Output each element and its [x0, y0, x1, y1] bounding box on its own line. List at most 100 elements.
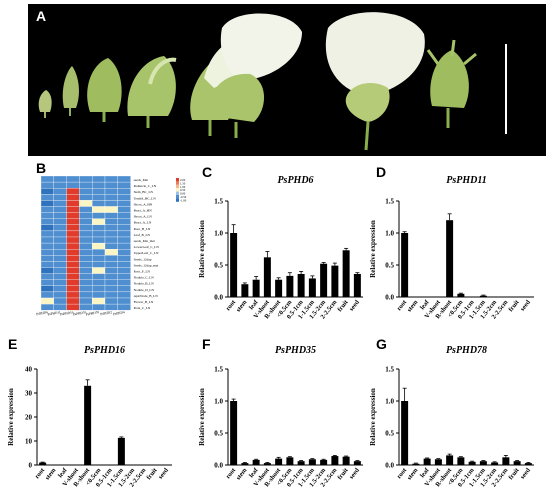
- chart-title: PsPHD6: [277, 175, 313, 186]
- y-axis-label: Relative expression: [198, 388, 206, 446]
- heatmap-legend-label: 1.00: [180, 185, 186, 189]
- bar-stem: [241, 284, 249, 297]
- heatmap-legend-swatch: [176, 188, 179, 192]
- heatmap-legend-label: 1.50: [180, 181, 186, 185]
- bud-stage-4: [127, 56, 177, 128]
- x-tick-label: seed: [157, 467, 170, 481]
- heatmap-row-label: Nodule_D_LN: [134, 288, 155, 292]
- y-tick-label: 0.5: [214, 262, 223, 270]
- heatmap-row-label: Flower_B_LN: [134, 300, 154, 304]
- heatmap-legend-label: 0.00: [180, 192, 186, 196]
- heatmap-cell: [117, 303, 131, 311]
- bar-1.5-2cm: [320, 263, 328, 297]
- x-tick-label: seed: [348, 467, 361, 481]
- y-tick-label: 1.5: [214, 198, 223, 206]
- panel-letter-b: B: [36, 160, 47, 176]
- heatmap-col-label: PsPHD11: [47, 310, 61, 316]
- bar-R-shoot: [275, 279, 283, 297]
- panel-letter-c: C: [202, 164, 213, 180]
- heatmap-row-label: Seeds_12dap_mat: [134, 263, 159, 267]
- y-tick-label: 40: [25, 366, 33, 374]
- bud-stage-3: [87, 58, 122, 122]
- bar-leaf: [252, 459, 260, 465]
- heatmap-row-label: Seeds_12dap: [134, 257, 152, 261]
- bar-seed: [524, 463, 532, 465]
- heatmap-row-label: seeds_Mat: [134, 178, 149, 182]
- bar-root: [230, 401, 238, 465]
- bar-2-2.5cm: [331, 456, 339, 465]
- y-tick-label: 0.0: [214, 294, 223, 302]
- bar-seed: [353, 273, 361, 297]
- flower-development-photo: [28, 4, 546, 156]
- y-axis-label: Relative expression: [198, 220, 206, 278]
- heatmap-col-label: PsPHD35: [73, 310, 87, 316]
- x-tick-label: stem: [235, 466, 249, 481]
- heatmap-row-label: Bract_A_HN: [134, 209, 153, 213]
- y-tick-label: 1.5: [214, 366, 223, 374]
- panel-letter-d: D: [376, 164, 387, 180]
- heatmap-col-label: PsPHD4: [113, 310, 126, 316]
- bar-fruit: [342, 250, 350, 297]
- bar-V-shoot: [434, 459, 442, 465]
- chart-title: PsPHD78: [446, 345, 487, 356]
- heatmap-legend-swatch: [176, 184, 179, 189]
- bar-1-1.5cm: [308, 459, 316, 465]
- x-tick-label: stem: [406, 298, 420, 313]
- heatmap-row-label: Shoot_A_LN: [134, 215, 153, 219]
- heatmap-col-label: PsPHD78: [85, 310, 99, 316]
- flower-stages-image: [38, 12, 507, 151]
- heatmap-legend-swatch: [176, 195, 179, 199]
- heatmap-row-label: Stem_BC_LN: [134, 190, 154, 194]
- heatmap-legend-label: -1.00: [180, 198, 187, 202]
- x-tick-label: fruit: [507, 298, 521, 313]
- panel-letter-a: A: [36, 8, 47, 24]
- heatmap-col-label: PsPHD2: [100, 310, 113, 316]
- x-tick-label: fruit: [507, 466, 521, 481]
- y-tick-label: 0.0: [214, 462, 223, 470]
- heatmap-row-label: Shoot_A_HN: [134, 202, 153, 206]
- heatmap-row-label: Peduncle_C_LN: [134, 184, 157, 188]
- panel-letter-f: F: [202, 336, 211, 352]
- bar-root: [401, 401, 409, 465]
- heatmap-legend-swatch: [176, 181, 179, 185]
- heatmap-col-label: PsPHD6: [36, 310, 49, 316]
- bar-<0.5cm: [286, 275, 294, 297]
- bar-stem: [241, 463, 249, 465]
- y-tick-label: 1.0: [385, 230, 394, 238]
- heatmap-row-label: UpperLeaf_C_LN: [134, 251, 159, 255]
- heatmap-legend-swatch: [176, 178, 179, 182]
- bar-<0.5cm: [457, 293, 465, 297]
- x-tick-label: stem: [235, 298, 249, 313]
- bar-1-1.5cm: [308, 278, 316, 297]
- bar-root: [39, 462, 47, 465]
- x-tick-label: stem: [406, 466, 420, 481]
- heatmap-row-label: Root_B_LN: [134, 227, 151, 231]
- flower-stage-7: [325, 12, 425, 151]
- bar-leaf: [252, 279, 260, 297]
- bar-stem: [412, 463, 420, 465]
- bar-1-1.5cm: [479, 461, 487, 465]
- y-tick-label: 1.0: [214, 398, 223, 406]
- heatmap-legend-label: 2.00: [180, 178, 186, 182]
- bar-2-2.5cm: [331, 265, 339, 297]
- x-tick-label: stem: [44, 466, 58, 481]
- x-tick-label: seed: [348, 299, 361, 313]
- bar-0.5-1cm: [297, 273, 305, 297]
- y-tick-label: 20: [25, 414, 33, 422]
- bar-R-shoot: [275, 458, 283, 465]
- heatmap-row-label: Pods_C_LN: [134, 306, 151, 310]
- heatmap-row-label: Tendril_BC_LN: [134, 196, 157, 200]
- flower-stage-8: [426, 39, 477, 128]
- bar-fruit: [513, 461, 521, 465]
- heatmap-row-label: Nodule_B_LN: [134, 282, 155, 286]
- bar-1.5-2cm: [320, 459, 328, 465]
- y-tick-label: 0.5: [385, 262, 394, 270]
- bud-stage-1: [38, 90, 52, 118]
- bar-root: [230, 233, 238, 297]
- bar-0.5-1cm: [297, 461, 305, 465]
